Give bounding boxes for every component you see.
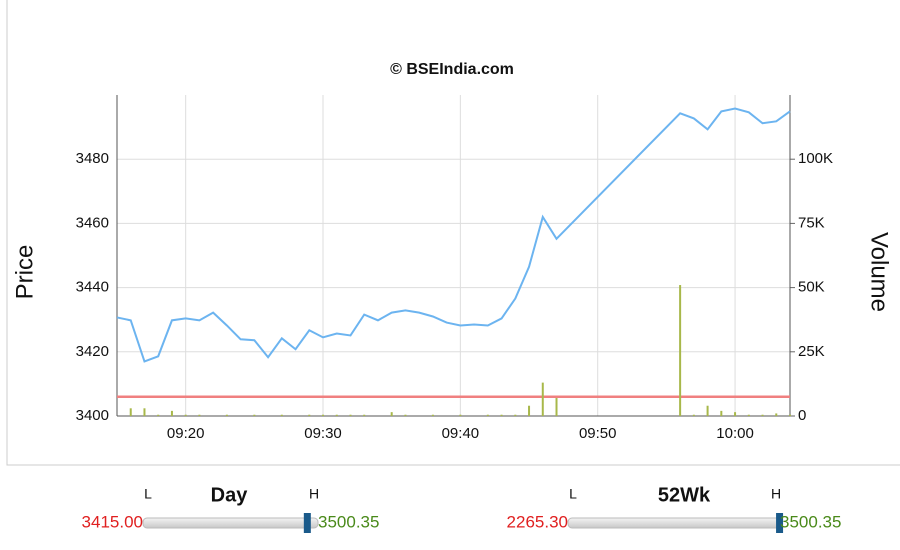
y2-tick-label: 0 (798, 407, 806, 424)
range-track (142, 517, 319, 529)
volume-bar (720, 410, 723, 416)
volume-bar (225, 414, 228, 416)
range-low-tag: L (569, 486, 577, 502)
y2-tick-label: 75K (798, 214, 825, 231)
y2-tick-label: 50K (798, 279, 825, 296)
y2-tick-label: 25K (798, 343, 825, 360)
range-title: Day (211, 484, 249, 506)
x-tick-label: 09:40 (442, 425, 480, 442)
volume-bar (280, 414, 283, 416)
range-high: 3500.35 (780, 512, 841, 531)
volume-bar (459, 414, 462, 416)
y-tick-label: 3460 (76, 214, 109, 231)
y-axis-label: Price (11, 245, 38, 300)
volume-bar (143, 408, 146, 416)
volume-bar (500, 414, 503, 416)
volume-bar (541, 382, 544, 416)
volume-bar (734, 412, 737, 416)
volume-bar (390, 412, 393, 416)
x-tick-label: 09:20 (167, 425, 205, 442)
volume-bar (775, 413, 778, 416)
volume-bar (789, 414, 791, 416)
volume-bar (555, 398, 558, 416)
range-marker (303, 513, 311, 533)
volume-bar (747, 414, 750, 416)
x-tick-label: 09:50 (579, 425, 617, 442)
range-low-tag: L (144, 486, 152, 502)
volume-bar (363, 414, 366, 416)
volume-bar (679, 285, 682, 416)
volume-bar (198, 414, 201, 416)
volume-bar (335, 414, 338, 416)
range-marker (776, 513, 784, 533)
volume-bar (706, 405, 709, 416)
x-tick-label: 10:00 (716, 425, 754, 442)
y-tick-label: 3400 (76, 407, 109, 424)
chart-title: © BSEIndia.com (390, 61, 514, 78)
volume-bar (404, 414, 407, 416)
volume-bar (322, 414, 325, 416)
y-tick-label: 3420 (76, 343, 109, 360)
volume-bar (761, 414, 764, 416)
volume-bar (528, 405, 531, 416)
range-track (567, 517, 781, 529)
volume-bar (157, 414, 160, 416)
y-tick-label: 3480 (76, 150, 109, 167)
volume-bar (129, 408, 132, 416)
y2-axis-label: Volume (866, 232, 893, 312)
range-title: 52Wk (658, 484, 711, 506)
volume-bar (486, 414, 489, 416)
volume-bar (514, 414, 517, 416)
frame (6, 0, 900, 466)
volume-bar (431, 414, 434, 416)
range-high-tag: H (771, 486, 781, 502)
range-low: 2265.30 (507, 512, 568, 531)
range-high: 3500.35 (318, 512, 379, 531)
volume-bar (184, 414, 187, 416)
x-tick-label: 09:30 (304, 425, 342, 442)
y-tick-label: 3440 (76, 279, 109, 296)
volume-bar (170, 410, 173, 416)
y2-tick-label: 100K (798, 150, 833, 167)
price-line (116, 107, 791, 363)
range-high-tag: H (309, 486, 319, 502)
volume-bar (253, 414, 256, 416)
range-low: 3415.00 (82, 512, 143, 531)
volume-bar (349, 414, 352, 416)
volume-bar (692, 414, 695, 416)
volume-bar (308, 414, 311, 416)
